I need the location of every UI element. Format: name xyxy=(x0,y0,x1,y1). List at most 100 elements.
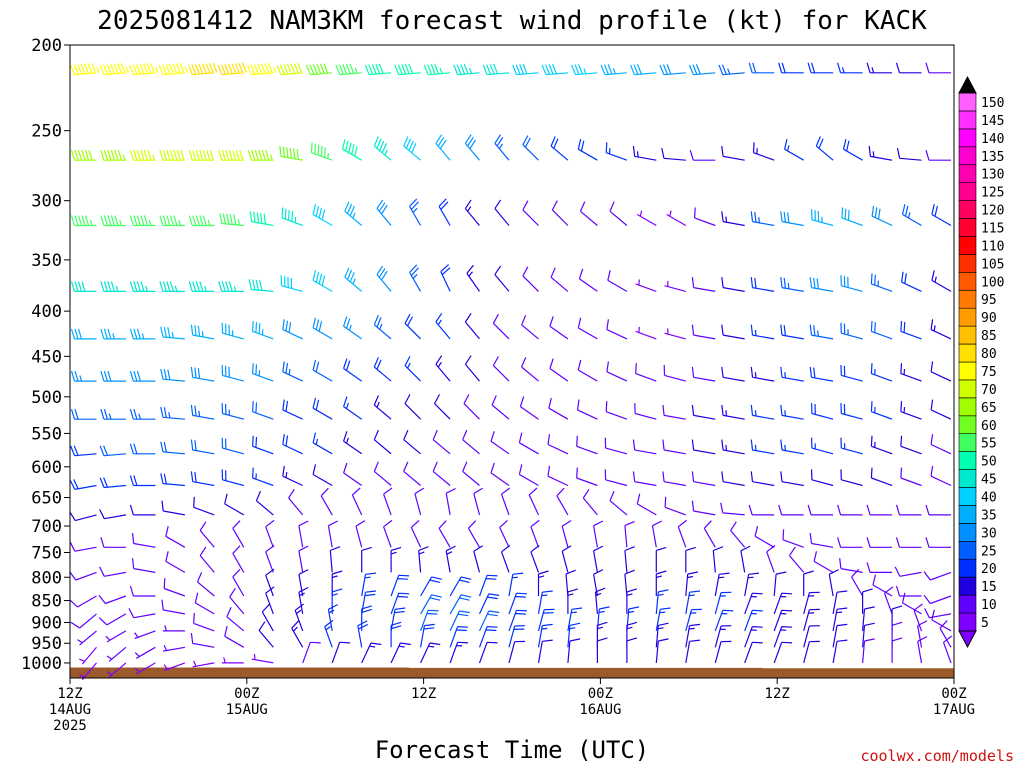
wind-barb xyxy=(925,537,951,548)
wind-barb xyxy=(298,586,309,615)
wind-barb xyxy=(160,326,185,340)
wind-barb xyxy=(221,322,244,340)
wind-barb xyxy=(721,471,745,487)
wind-barb xyxy=(221,403,244,420)
wind-barb xyxy=(556,487,569,516)
wind-barb xyxy=(160,441,185,455)
y-tick-label: 550 xyxy=(31,424,62,444)
wind-barb xyxy=(492,313,510,340)
wind-barb xyxy=(605,401,628,420)
wind-barb xyxy=(901,592,922,615)
wind-barb xyxy=(809,324,834,340)
wind-barb xyxy=(828,569,839,597)
wind-barb xyxy=(194,592,215,615)
wind-barb xyxy=(335,63,362,76)
colorbar-swatch xyxy=(958,343,977,363)
wind-barb xyxy=(414,487,425,516)
wind-barb xyxy=(521,314,539,340)
wind-barb xyxy=(691,471,716,487)
colorbar-swatch xyxy=(958,146,977,166)
wind-barb xyxy=(626,637,638,663)
wind-barb xyxy=(809,533,834,548)
wind-barb xyxy=(464,199,480,226)
wind-barb xyxy=(900,363,922,382)
wind-barb xyxy=(748,504,775,516)
colorbar-swatch xyxy=(958,110,977,130)
wind-barb xyxy=(449,626,469,648)
wind-barb xyxy=(261,603,274,632)
wind-barb xyxy=(703,520,716,548)
wind-barb xyxy=(721,439,745,455)
wind-barb xyxy=(99,62,129,76)
wind-barb xyxy=(578,268,598,292)
wind-barb xyxy=(561,545,572,573)
wind-barb xyxy=(714,625,732,648)
wind-barb xyxy=(721,404,745,420)
wind-barb xyxy=(663,364,686,382)
wind-barb xyxy=(499,519,510,548)
wind-barb xyxy=(232,520,245,548)
wind-barb xyxy=(282,399,303,420)
wind-barb xyxy=(895,504,922,516)
wind-barb xyxy=(282,319,303,340)
wind-barb xyxy=(432,429,451,455)
wind-barb xyxy=(813,551,834,573)
colorbar-label: 45 xyxy=(981,473,997,488)
wind-barb xyxy=(331,641,351,664)
x-tick-label: 12Z xyxy=(57,686,82,702)
wind-barb xyxy=(541,63,568,76)
wind-barb xyxy=(490,431,510,455)
wind-barb xyxy=(221,469,244,487)
colorbar-label: 100 xyxy=(981,275,1004,290)
wind-barb xyxy=(252,401,274,420)
wind-barb xyxy=(773,609,793,632)
wind-barb xyxy=(636,493,657,516)
wind-barb xyxy=(655,546,667,573)
wind-barb xyxy=(582,488,598,516)
colorbar-label: 70 xyxy=(981,383,997,398)
wind-barb xyxy=(344,267,363,292)
wind-barb xyxy=(691,404,716,420)
wind-barb xyxy=(691,500,716,516)
wind-barb xyxy=(778,504,804,516)
wind-barb xyxy=(624,546,635,573)
wind-barb xyxy=(282,465,303,487)
wind-barb xyxy=(664,280,686,292)
wind-barb xyxy=(70,62,100,76)
x-tick-label: 2025 xyxy=(53,718,87,734)
wind-barb xyxy=(500,487,511,516)
wind-barb xyxy=(748,62,775,74)
wind-barb xyxy=(891,605,903,631)
wind-barb xyxy=(229,587,245,615)
wind-barb xyxy=(596,637,608,663)
wind-barb xyxy=(930,399,952,420)
wind-barb xyxy=(659,64,686,76)
wind-barb xyxy=(99,477,126,489)
wind-barb xyxy=(807,504,834,516)
wind-barb xyxy=(832,607,848,632)
wind-barb xyxy=(931,270,952,292)
wind-barb xyxy=(129,328,156,340)
wind-barb xyxy=(913,603,923,632)
wind-barb xyxy=(866,504,893,516)
wind-barb xyxy=(420,594,442,615)
wind-barb xyxy=(714,572,730,597)
wind-barb xyxy=(571,64,598,76)
wind-barb xyxy=(780,404,804,420)
wind-barb xyxy=(901,204,922,227)
wind-barb xyxy=(655,589,669,614)
wind-barb xyxy=(508,609,527,632)
wind-barb xyxy=(604,437,628,455)
wind-barb xyxy=(594,587,606,614)
y-tick-label: 200 xyxy=(31,36,62,56)
wind-barb xyxy=(100,281,126,292)
wind-barb xyxy=(246,62,277,76)
wind-barb xyxy=(782,529,804,548)
colorbar-swatch xyxy=(958,469,977,488)
wind-barb xyxy=(925,62,951,74)
wind-barb xyxy=(900,401,922,420)
colorbar-swatch xyxy=(958,325,977,345)
wind-barb xyxy=(247,150,274,161)
y-tick-label: 300 xyxy=(31,192,62,212)
colorbar-label: 15 xyxy=(981,580,997,595)
